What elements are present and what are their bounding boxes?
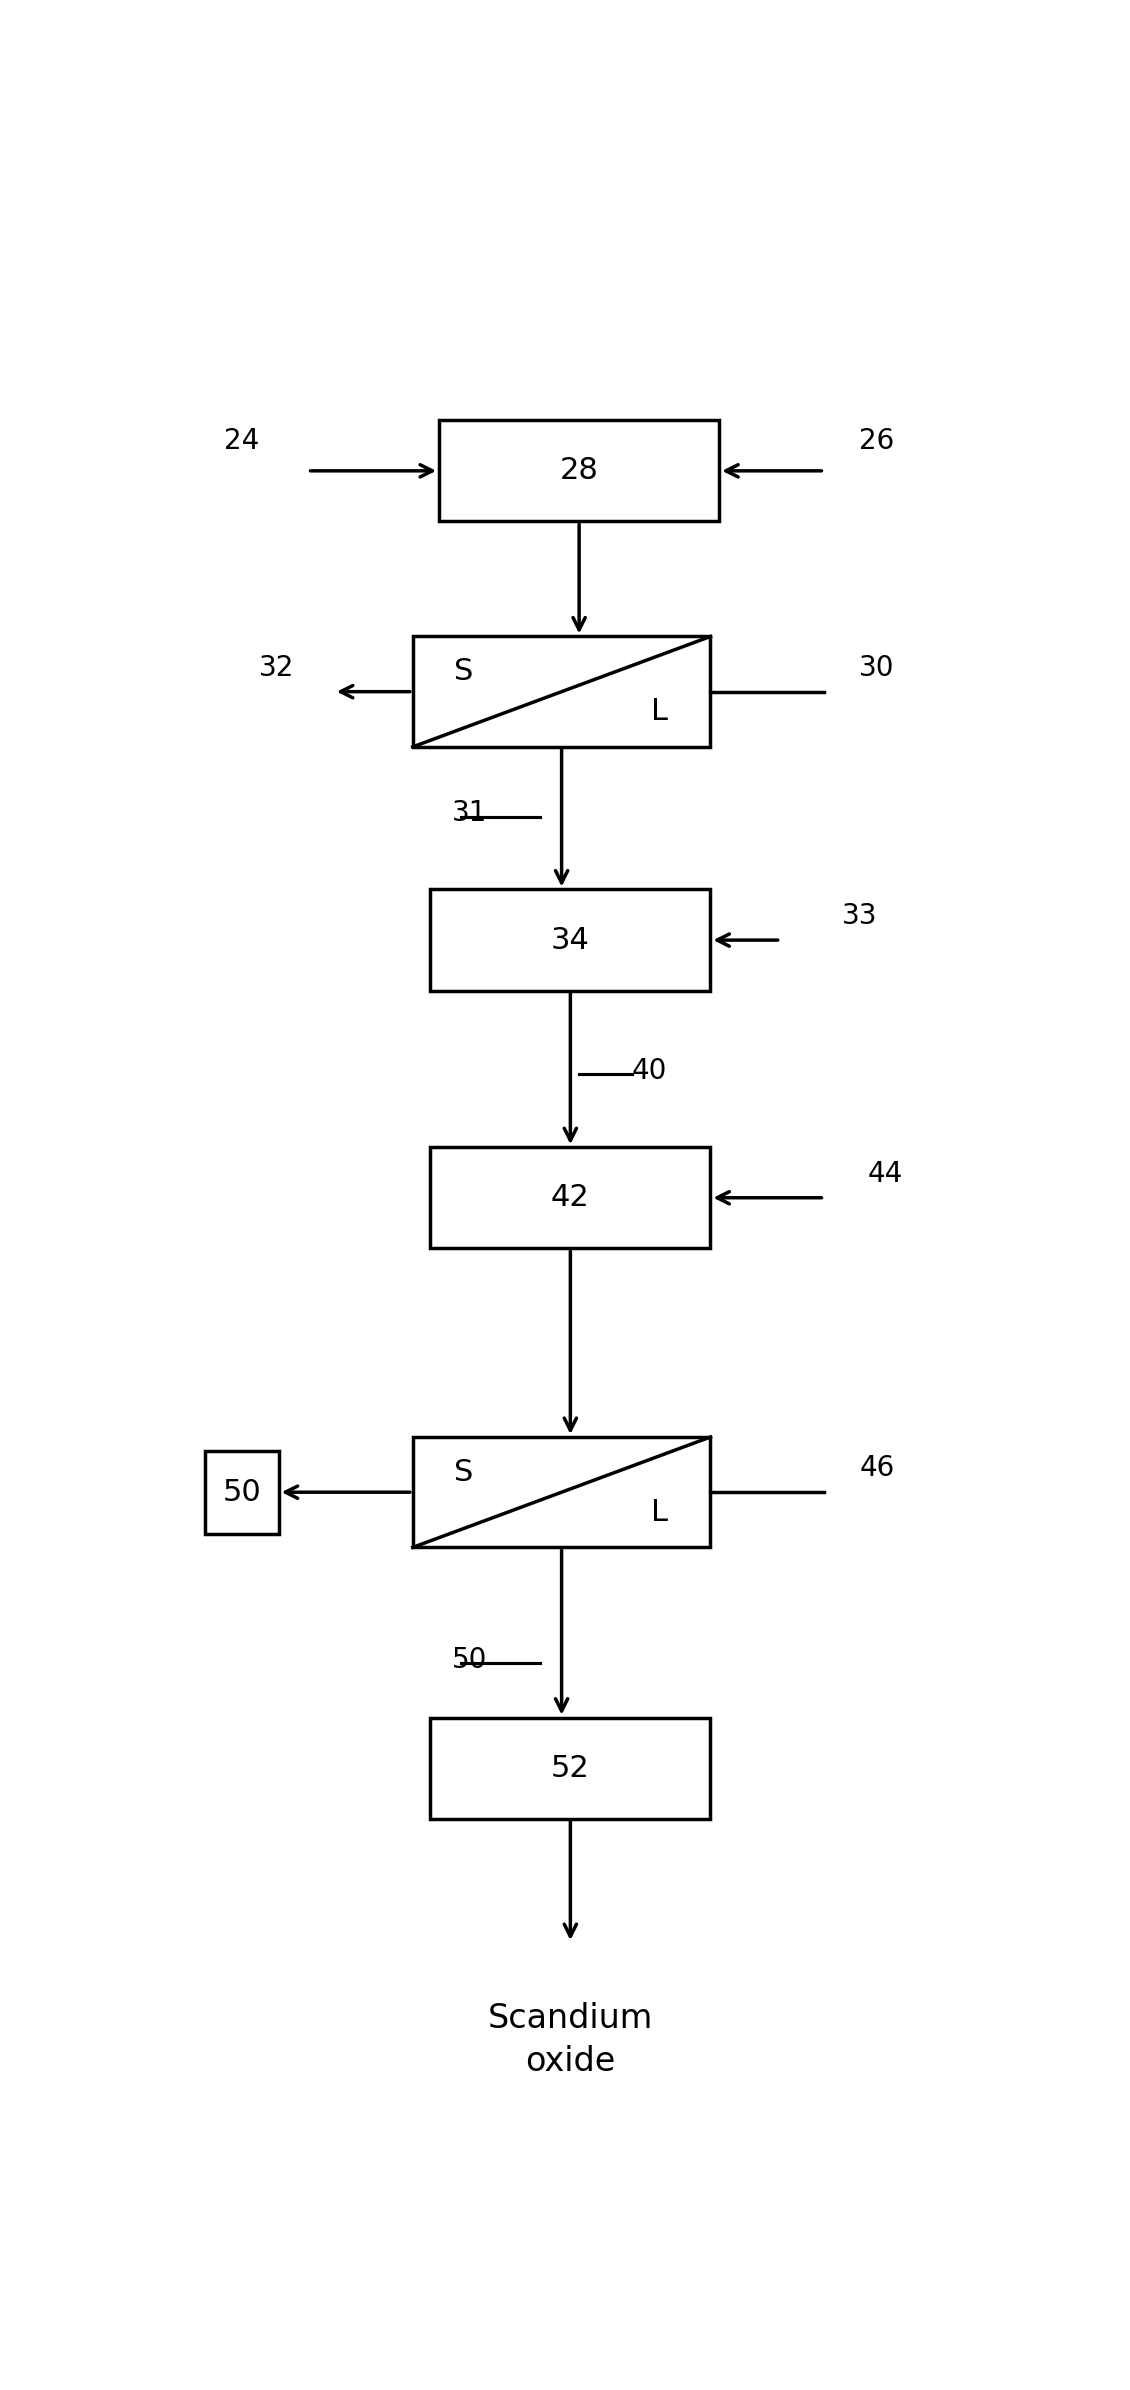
- Text: 40: 40: [632, 1056, 667, 1085]
- Text: 31: 31: [452, 798, 487, 827]
- Text: 44: 44: [868, 1159, 903, 1188]
- Text: L: L: [651, 1499, 668, 1527]
- Text: S: S: [453, 1458, 473, 1487]
- Text: 52: 52: [551, 1754, 590, 1783]
- Text: 30: 30: [859, 655, 895, 681]
- Bar: [438, 421, 719, 521]
- Bar: [205, 1451, 279, 1534]
- Text: 34: 34: [551, 925, 590, 954]
- Text: S: S: [453, 657, 473, 686]
- Text: 50: 50: [452, 1647, 487, 1673]
- Bar: [431, 1718, 711, 1819]
- Bar: [412, 636, 711, 746]
- Text: 46: 46: [859, 1453, 895, 1482]
- Bar: [412, 1436, 711, 1546]
- Bar: [431, 1147, 711, 1248]
- Text: Scandium
oxide: Scandium oxide: [488, 2003, 653, 2079]
- Text: 24: 24: [225, 428, 260, 456]
- Bar: [431, 889, 711, 992]
- Text: L: L: [651, 698, 668, 727]
- Text: 28: 28: [559, 456, 599, 485]
- Text: 26: 26: [859, 428, 895, 456]
- Text: 33: 33: [842, 901, 877, 930]
- Text: 32: 32: [259, 655, 295, 681]
- Text: 42: 42: [551, 1183, 590, 1212]
- Text: 50: 50: [223, 1477, 261, 1506]
